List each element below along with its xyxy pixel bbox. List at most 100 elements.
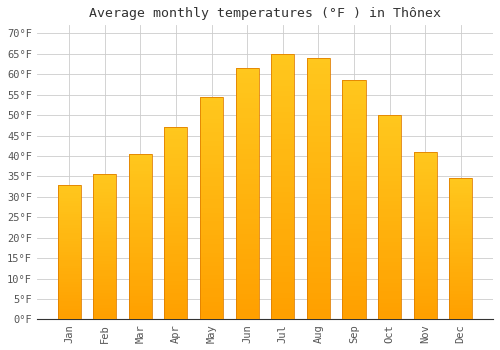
Bar (414, 186, 436, 189)
Bar (128, 197, 152, 200)
Bar (236, 68, 258, 73)
Bar (236, 93, 258, 98)
Bar (128, 227, 152, 230)
Bar (449, 277, 472, 280)
Bar (58, 298, 80, 301)
Bar (200, 257, 223, 261)
Bar (414, 219, 436, 222)
Bar (271, 75, 294, 80)
Bar (414, 313, 436, 316)
Bar (93, 177, 116, 180)
Bar (164, 270, 188, 273)
Bar (236, 68, 258, 320)
Bar (271, 298, 294, 303)
Bar (200, 253, 223, 257)
Bar (414, 202, 436, 205)
Bar (378, 148, 401, 152)
Bar (58, 287, 80, 290)
Bar (93, 174, 116, 320)
Bar (378, 238, 401, 242)
Bar (236, 234, 258, 239)
Bar (58, 233, 80, 236)
Bar (128, 293, 152, 296)
Bar (93, 316, 116, 320)
Bar (58, 206, 80, 209)
Bar (128, 240, 152, 243)
Bar (128, 161, 152, 164)
Bar (342, 229, 365, 233)
Bar (236, 244, 258, 249)
Bar (236, 194, 258, 199)
Bar (449, 187, 472, 190)
Bar (164, 250, 188, 254)
Bar (342, 210, 365, 214)
Bar (200, 146, 223, 150)
Bar (342, 167, 365, 171)
Bar (307, 63, 330, 68)
Bar (414, 175, 436, 179)
Bar (378, 127, 401, 132)
Bar (58, 249, 80, 252)
Bar (414, 299, 436, 303)
Bar (93, 241, 116, 244)
Bar (200, 284, 223, 288)
Bar (236, 98, 258, 103)
Bar (449, 243, 472, 246)
Bar (58, 314, 80, 317)
Title: Average monthly temperatures (°F ) in Thônex: Average monthly temperatures (°F ) in Th… (89, 7, 441, 20)
Bar (271, 256, 294, 261)
Bar (164, 246, 188, 250)
Bar (378, 213, 401, 217)
Bar (236, 144, 258, 149)
Bar (342, 119, 365, 124)
Bar (93, 192, 116, 195)
Bar (58, 290, 80, 293)
Bar (271, 187, 294, 192)
Bar (164, 204, 188, 208)
Bar (128, 167, 152, 170)
Bar (378, 156, 401, 160)
Bar (378, 283, 401, 287)
Bar (414, 316, 436, 320)
Bar (236, 309, 258, 314)
Bar (342, 248, 365, 252)
Bar (378, 209, 401, 213)
Bar (414, 279, 436, 282)
Bar (93, 235, 116, 238)
Bar (164, 227, 188, 231)
Bar (414, 189, 436, 192)
Bar (271, 208, 294, 213)
Bar (307, 262, 330, 267)
Bar (307, 225, 330, 231)
Bar (93, 247, 116, 250)
Bar (93, 253, 116, 256)
Bar (128, 233, 152, 237)
Bar (128, 283, 152, 286)
Bar (307, 58, 330, 63)
Bar (378, 144, 401, 148)
Bar (164, 174, 188, 177)
Bar (58, 193, 80, 195)
Bar (93, 285, 116, 288)
Bar (128, 220, 152, 223)
Bar (58, 257, 80, 260)
Bar (342, 152, 365, 157)
Bar (128, 194, 152, 197)
Bar (414, 293, 436, 296)
Bar (128, 263, 152, 266)
Bar (128, 296, 152, 300)
Bar (128, 303, 152, 306)
Bar (236, 169, 258, 174)
Bar (342, 300, 365, 305)
Bar (93, 259, 116, 261)
Bar (200, 128, 223, 132)
Bar (449, 294, 472, 297)
Bar (271, 192, 294, 197)
Bar (58, 295, 80, 298)
Bar (307, 121, 330, 126)
Bar (164, 135, 188, 139)
Bar (414, 205, 436, 209)
Bar (271, 123, 294, 128)
Bar (200, 101, 223, 106)
Bar (93, 221, 116, 224)
